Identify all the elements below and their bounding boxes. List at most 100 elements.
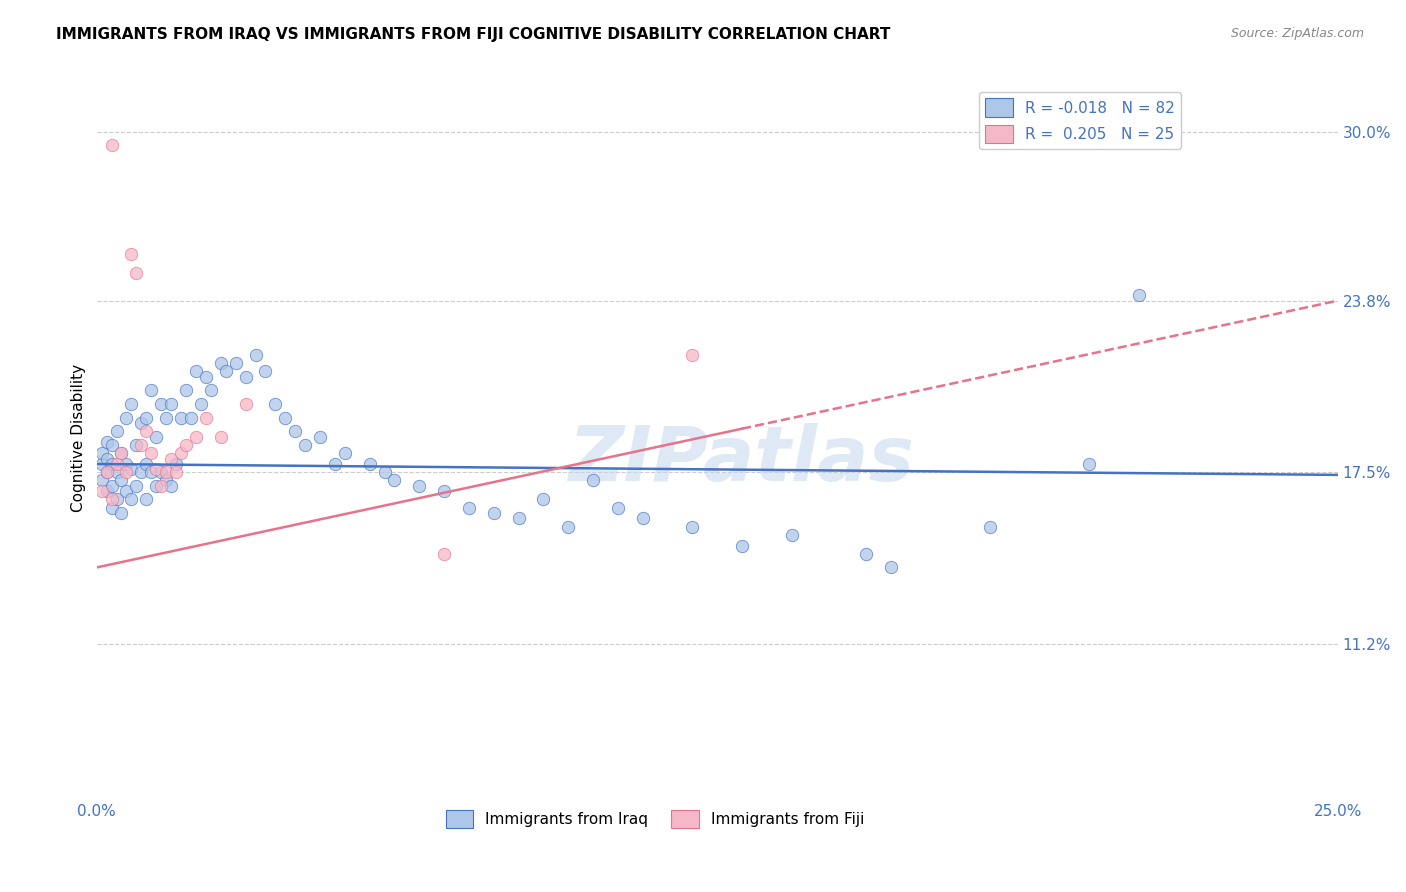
Point xyxy=(110,446,132,460)
Point xyxy=(294,438,316,452)
Point xyxy=(150,465,173,479)
Point xyxy=(184,430,207,444)
Point xyxy=(631,511,654,525)
Point xyxy=(359,457,381,471)
Point xyxy=(120,492,142,507)
Point xyxy=(155,473,177,487)
Point xyxy=(125,479,148,493)
Point xyxy=(1078,457,1101,471)
Point xyxy=(100,479,122,493)
Point xyxy=(458,500,481,515)
Point xyxy=(165,457,187,471)
Point xyxy=(160,479,183,493)
Point xyxy=(96,451,118,466)
Point xyxy=(170,410,193,425)
Legend: Immigrants from Iraq, Immigrants from Fiji: Immigrants from Iraq, Immigrants from Fi… xyxy=(440,804,870,835)
Point xyxy=(96,435,118,450)
Point xyxy=(135,425,157,439)
Point xyxy=(90,446,112,460)
Text: Source: ZipAtlas.com: Source: ZipAtlas.com xyxy=(1230,27,1364,40)
Point xyxy=(135,410,157,425)
Point xyxy=(105,492,128,507)
Point xyxy=(100,492,122,507)
Point xyxy=(96,465,118,479)
Point xyxy=(110,446,132,460)
Point xyxy=(96,484,118,499)
Point xyxy=(170,446,193,460)
Point xyxy=(135,492,157,507)
Point xyxy=(120,247,142,261)
Point xyxy=(194,410,217,425)
Point xyxy=(105,465,128,479)
Point xyxy=(408,479,430,493)
Point xyxy=(433,484,456,499)
Point xyxy=(141,384,163,398)
Point xyxy=(245,348,267,362)
Point xyxy=(508,511,530,525)
Point xyxy=(880,560,903,574)
Point xyxy=(323,457,346,471)
Point xyxy=(105,425,128,439)
Point xyxy=(145,430,167,444)
Point xyxy=(384,473,406,487)
Point xyxy=(209,430,232,444)
Point xyxy=(235,397,257,411)
Point xyxy=(131,438,153,452)
Point xyxy=(174,384,197,398)
Point xyxy=(100,457,122,471)
Point xyxy=(131,416,153,430)
Point xyxy=(115,465,138,479)
Point xyxy=(780,528,803,542)
Point xyxy=(100,138,122,153)
Point xyxy=(235,370,257,384)
Point xyxy=(141,446,163,460)
Point xyxy=(681,348,703,362)
Point xyxy=(531,492,554,507)
Point xyxy=(96,465,118,479)
Y-axis label: Cognitive Disability: Cognitive Disability xyxy=(72,364,86,512)
Point xyxy=(160,397,183,411)
Point xyxy=(145,479,167,493)
Point xyxy=(141,465,163,479)
Point xyxy=(160,451,183,466)
Point xyxy=(215,364,238,378)
Point xyxy=(110,473,132,487)
Point xyxy=(125,438,148,452)
Point xyxy=(155,410,177,425)
Point xyxy=(145,462,167,476)
Point xyxy=(681,519,703,533)
Point xyxy=(855,547,877,561)
Point xyxy=(110,506,132,520)
Point xyxy=(180,410,202,425)
Point xyxy=(100,438,122,452)
Point xyxy=(190,397,212,411)
Point xyxy=(284,425,307,439)
Point xyxy=(582,473,605,487)
Point xyxy=(90,473,112,487)
Point xyxy=(90,484,112,499)
Point xyxy=(433,547,456,561)
Point xyxy=(115,484,138,499)
Point xyxy=(165,465,187,479)
Point xyxy=(100,500,122,515)
Point xyxy=(254,364,277,378)
Point xyxy=(979,519,1001,533)
Point xyxy=(1128,288,1150,302)
Point xyxy=(184,364,207,378)
Point xyxy=(105,457,128,471)
Text: IMMIGRANTS FROM IRAQ VS IMMIGRANTS FROM FIJI COGNITIVE DISABILITY CORRELATION CH: IMMIGRANTS FROM IRAQ VS IMMIGRANTS FROM … xyxy=(56,27,890,42)
Point xyxy=(209,356,232,370)
Text: ZIPatlas: ZIPatlas xyxy=(569,423,915,497)
Point xyxy=(731,539,754,553)
Point xyxy=(155,465,177,479)
Point xyxy=(194,370,217,384)
Point xyxy=(150,397,173,411)
Point xyxy=(120,397,142,411)
Point xyxy=(120,462,142,476)
Point xyxy=(309,430,332,444)
Point xyxy=(150,479,173,493)
Point xyxy=(200,384,222,398)
Point xyxy=(90,457,112,471)
Point xyxy=(131,465,153,479)
Point xyxy=(482,506,505,520)
